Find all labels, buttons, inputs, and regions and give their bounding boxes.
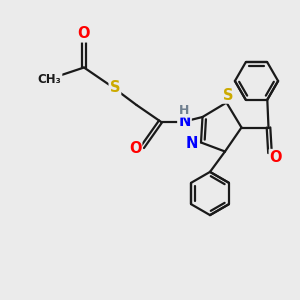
Text: S: S bbox=[223, 88, 233, 103]
Text: S: S bbox=[110, 80, 120, 94]
Text: H: H bbox=[179, 103, 190, 117]
Text: CH₃: CH₃ bbox=[38, 73, 62, 86]
Text: N: N bbox=[178, 114, 191, 129]
Text: O: O bbox=[270, 150, 282, 165]
Text: N: N bbox=[186, 136, 198, 152]
Text: O: O bbox=[78, 26, 90, 41]
Text: O: O bbox=[129, 141, 141, 156]
